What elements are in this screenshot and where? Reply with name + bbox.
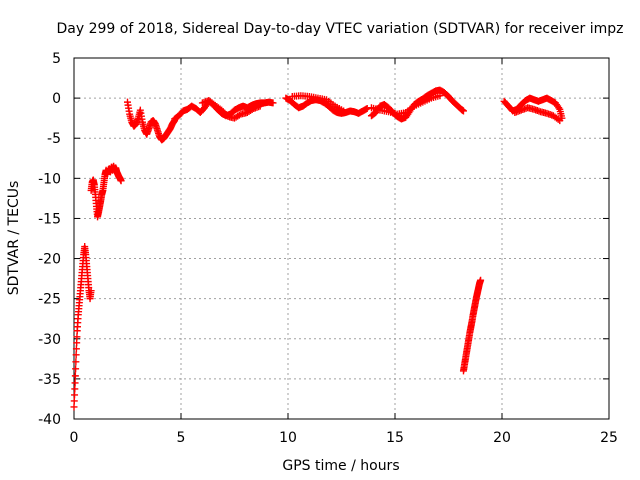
data-point <box>72 345 80 353</box>
data-point <box>459 107 467 115</box>
data-point <box>556 117 564 125</box>
y-tick-label: -30 <box>38 332 61 348</box>
data-point <box>554 115 562 123</box>
data-point <box>248 106 256 114</box>
y-tick-label: -10 <box>38 171 61 187</box>
data-point <box>477 276 485 284</box>
y-tick-label: 0 <box>52 91 61 107</box>
data-point <box>73 333 81 341</box>
data-point <box>340 107 348 115</box>
plot-frame <box>73 57 610 420</box>
data-point <box>71 372 79 380</box>
data-point <box>71 379 79 387</box>
x-tick-label: 10 <box>279 430 297 446</box>
data-point <box>73 339 81 347</box>
data-points <box>70 86 566 411</box>
y-tick-labels: -40 -35 -30 -25 -20 -15 -10 -5 0 5 <box>38 51 61 428</box>
y-tick-label: -5 <box>47 131 61 147</box>
data-point <box>72 365 80 373</box>
data-point <box>218 106 226 114</box>
data-point <box>70 403 78 411</box>
x-tick-labels: 0 5 10 15 20 25 <box>70 430 618 446</box>
data-point <box>71 391 79 399</box>
x-axis-label: GPS time / hours <box>282 458 399 474</box>
data-point <box>70 397 78 405</box>
x-tick-label: 5 <box>177 430 186 446</box>
data-point <box>269 99 277 107</box>
y-axis-label: SDTVAR / TECUs <box>6 181 22 296</box>
chart-title: Day 299 of 2018, Sidereal Day-to-day VTE… <box>57 21 624 37</box>
y-tick-label: -40 <box>38 412 61 428</box>
y-tick-label: -35 <box>38 372 61 388</box>
data-point <box>436 92 444 100</box>
y-tick-label: -20 <box>38 252 61 268</box>
y-tick-label: -15 <box>38 211 61 227</box>
data-point <box>71 385 79 393</box>
data-point <box>555 104 563 112</box>
data-point <box>87 287 95 295</box>
data-point <box>72 351 80 359</box>
gridlines <box>74 58 609 419</box>
data-point <box>235 111 243 119</box>
y-tick-label: -25 <box>38 292 61 308</box>
data-point <box>72 358 80 366</box>
x-tick-label: 15 <box>386 430 404 446</box>
data-point <box>221 109 229 117</box>
data-point <box>256 102 264 110</box>
x-tick-label: 20 <box>493 430 511 446</box>
data-point <box>117 177 125 185</box>
data-point <box>363 105 371 113</box>
x-tick-label: 25 <box>600 430 618 446</box>
data-point <box>219 108 227 116</box>
y-tick-label: 5 <box>52 51 61 67</box>
x-tick-label: 0 <box>70 430 79 446</box>
